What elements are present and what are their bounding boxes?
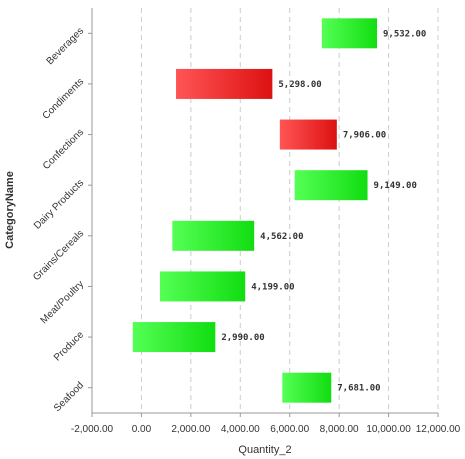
data-label: 4,562.00 [260,232,303,242]
bar-produce[interactable] [132,322,216,353]
category-label: Meat/Poultry [39,279,86,326]
data-label: 5,298.00 [278,80,321,90]
category-label: Beverages [45,26,87,68]
bar-beverages[interactable] [321,18,378,49]
data-label: 7,906.00 [343,131,386,141]
x-tick-label: -2,000.00 [71,424,114,435]
x-tick-labels: -2,000.00 0.00 2,000.00 4,000.00 6,000.00 8,0… [71,413,461,435]
y-category-labels: Beverages Condiments Confections Dairy Prod… [31,26,92,414]
x-tick-label: 6,000.00 [270,424,309,435]
x-axis-title: Quantity_2 [238,444,291,456]
grid-lines [140,8,439,413]
bar-confections[interactable] [279,119,337,150]
category-label: Grains/Cereals [31,228,86,283]
bar-seafood[interactable] [282,372,332,403]
bar-condiments[interactable] [176,68,273,99]
category-label: Condiments [41,76,87,122]
data-label: 2,990.00 [221,333,264,343]
x-tick-label: 8,000.00 [320,424,359,435]
category-label: Seafood [52,380,86,414]
x-tick-label: 2,000.00 [171,424,210,435]
bar-meat-poultry[interactable] [159,271,246,302]
x-tick-label: 4,000.00 [221,424,260,435]
bar-dairy-products[interactable] [294,170,368,201]
data-label: 9,532.00 [383,29,426,39]
category-label: Produce [52,329,86,363]
category-label: Confections [41,127,86,172]
data-label: 4,199.00 [251,282,294,292]
x-tick-label: 0.00 [132,424,152,435]
bar-grains-cereals[interactable] [172,220,255,251]
data-label: 7,681.00 [337,384,380,394]
y-axis-title: CategoryName [4,171,16,249]
data-labels: 9,532.00 5,298.00 7,906.00 9,149.00 4,562.00… [221,29,426,393]
x-tick-label: 12,000.00 [416,424,461,435]
category-label: Dairy Products [32,178,86,232]
bars [132,18,378,403]
x-tick-label: 10,000.00 [366,424,411,435]
data-label: 9,149.00 [374,181,417,191]
